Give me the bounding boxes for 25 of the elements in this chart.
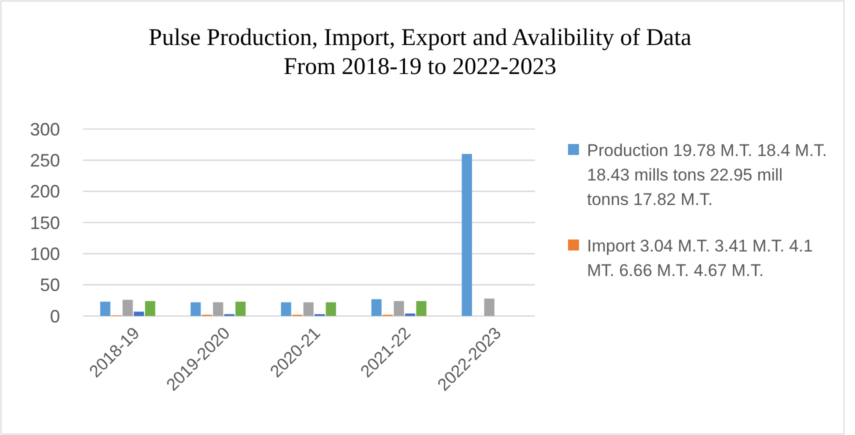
bar [100, 302, 110, 316]
legend-label: Import 3.04 M.T. 3.41 M.T. 4.1 MT. 6.66 M.T. 4.67 M.T. [587, 236, 813, 280]
y-tick-label: 200 [30, 182, 60, 202]
y-tick-label: 100 [30, 244, 60, 264]
bar [394, 301, 404, 316]
bar [122, 300, 133, 316]
bar [303, 302, 314, 316]
bar [190, 302, 201, 316]
y-tick-label: 250 [30, 150, 60, 170]
y-tick-label: 0 [50, 306, 60, 326]
bar [416, 301, 426, 316]
legend-label: Production 19.78 M.T. 18.4 M.T. 18.43 mills tons 22.95 mill tonns 17.82 M.T. [587, 140, 828, 209]
y-tick-label: 300 [30, 119, 60, 140]
bar [462, 154, 472, 316]
bar [326, 302, 336, 316]
bar [145, 301, 156, 316]
bar [484, 298, 494, 316]
y-tick-label: 150 [30, 212, 60, 233]
bar [134, 312, 144, 316]
bar [371, 299, 382, 316]
bar [235, 302, 246, 316]
y-tick-label: 50 [40, 275, 60, 296]
bar [280, 302, 292, 316]
bar [212, 302, 224, 316]
chart-title: Pulse Production, Import, Export and Avalibility of Data From 2018-19 to 2022-2023 [148, 25, 692, 80]
